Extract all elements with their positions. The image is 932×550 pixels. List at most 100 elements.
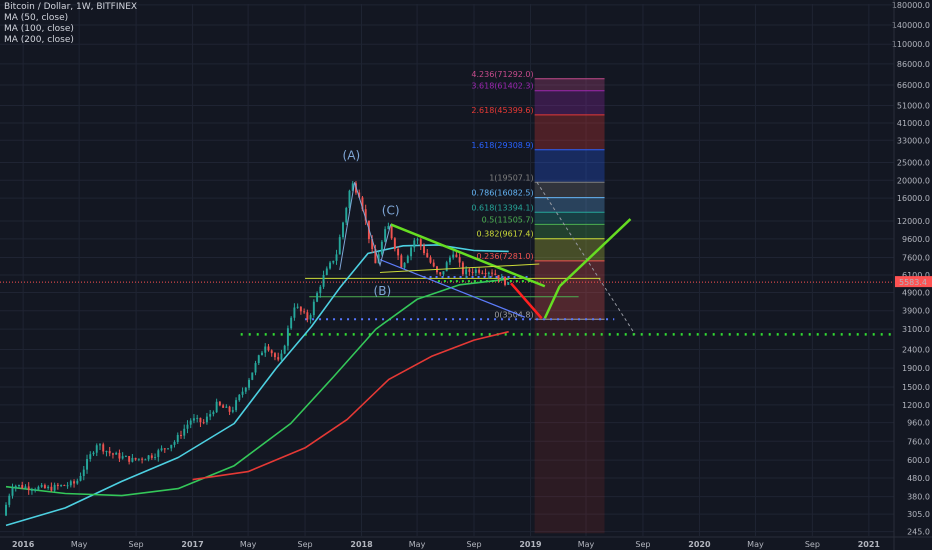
x-tick-label: Sep xyxy=(129,540,144,549)
fib-level-label: 0.618(13394.1) xyxy=(471,203,533,212)
candle-body xyxy=(335,254,338,261)
x-tick-label: May xyxy=(240,540,257,549)
candle-body xyxy=(5,504,7,516)
candle-body xyxy=(387,225,390,230)
candle-body xyxy=(361,197,364,210)
candle-body xyxy=(481,272,484,274)
candle-body xyxy=(47,486,50,489)
candle-body xyxy=(465,269,468,275)
candle-body xyxy=(37,486,40,490)
candle-body xyxy=(286,328,289,346)
candle-body xyxy=(170,444,173,449)
candle-body xyxy=(244,387,247,392)
descending-channel-bottom xyxy=(379,259,526,318)
candle-body xyxy=(228,406,231,412)
candle-body xyxy=(332,260,335,263)
candle-body xyxy=(429,257,432,263)
trend-drawings xyxy=(339,182,632,320)
last-price-label: 5583.4 xyxy=(899,278,927,287)
x-tick-label: 2016 xyxy=(12,540,35,549)
y-tick-label: 380.0 xyxy=(907,493,930,502)
y-tick-label: 51000.0 xyxy=(897,102,930,111)
candle-body xyxy=(222,405,225,408)
ma100-line xyxy=(5,278,509,497)
candle-body xyxy=(338,237,341,255)
projection-down-arrow xyxy=(510,282,543,320)
candle-body xyxy=(105,451,108,453)
candle-body xyxy=(504,276,506,285)
candle-body xyxy=(393,238,396,249)
candle-body xyxy=(374,249,377,264)
candle-body xyxy=(494,273,497,276)
candlesticks xyxy=(5,181,510,517)
candle-body xyxy=(24,486,27,489)
fib-band xyxy=(534,212,605,225)
candle-body xyxy=(86,459,88,470)
candle-body xyxy=(478,269,481,273)
y-tick-label: 25000.0 xyxy=(897,158,930,167)
candle-body xyxy=(397,248,400,256)
candle-body xyxy=(89,454,92,460)
ma50-line xyxy=(5,244,509,527)
y-tick-label: 180000.0 xyxy=(892,1,930,10)
candle-body xyxy=(189,420,192,425)
price-axis[interactable]: 180000.0 140000.0 110000.0 86000.0 66000.0 51… xyxy=(892,0,930,550)
candle-body xyxy=(416,239,419,241)
y-tick-label: 16000.0 xyxy=(897,194,930,203)
indicator-ma50[interactable]: MA (50, close) xyxy=(4,13,69,23)
candle-body xyxy=(147,455,150,460)
candle-body xyxy=(273,353,276,358)
candle-body xyxy=(319,286,322,294)
candle-body xyxy=(270,350,273,354)
x-tick-label: May xyxy=(747,540,764,549)
candle-body xyxy=(118,452,121,459)
candle-body xyxy=(124,456,127,458)
candle-body xyxy=(40,485,43,487)
candle-body xyxy=(235,400,238,411)
candle-body xyxy=(364,209,367,221)
x-tick-label: 2017 xyxy=(181,540,203,549)
fib-band xyxy=(534,260,605,320)
y-tick-label: 66000.0 xyxy=(897,81,930,90)
candle-body xyxy=(507,282,510,285)
candle-body xyxy=(468,269,471,272)
candle-body xyxy=(351,183,354,191)
candle-body xyxy=(176,434,179,442)
y-tick-label: 4900.0 xyxy=(902,289,930,298)
fib-level-label: 3.618(61402.3) xyxy=(471,82,533,91)
candle-body xyxy=(358,192,361,198)
candle-body xyxy=(261,352,263,356)
y-tick-label: 3900.0 xyxy=(902,307,930,316)
symbol-title[interactable]: Bitcoin / Dollar, 1W, BITFINEX xyxy=(4,2,138,12)
y-tick-label: 245.0 xyxy=(907,528,930,537)
candle-body xyxy=(128,456,131,462)
y-tick-label: 960.0 xyxy=(907,419,930,428)
fib-band xyxy=(534,149,605,183)
y-tick-label: 33000.0 xyxy=(897,136,930,145)
candle-body xyxy=(163,448,166,450)
candle-body xyxy=(303,311,306,313)
fib-level-label: 4.236(71292.0) xyxy=(471,70,533,79)
candle-body xyxy=(99,444,101,446)
candle-body xyxy=(14,486,17,488)
candle-body xyxy=(192,418,195,421)
time-axis[interactable]: 2016 May Sep 2017 May Sep 2018 May Sep 2019 May Sep… xyxy=(0,536,932,549)
candle-body xyxy=(325,268,328,275)
y-tick-label: 86000.0 xyxy=(897,60,930,69)
fib-band xyxy=(534,78,605,91)
y-tick-label: 1500.0 xyxy=(902,383,930,392)
x-tick-label: 2021 xyxy=(858,540,881,549)
candle-body xyxy=(251,372,254,380)
candle-body xyxy=(410,247,413,257)
x-tick-label: 2020 xyxy=(688,540,711,549)
candle-body xyxy=(348,190,351,208)
candle-body xyxy=(173,441,176,445)
fib-band xyxy=(534,197,605,213)
candle-body xyxy=(180,434,182,436)
candle-body xyxy=(306,312,309,320)
candle-body xyxy=(11,487,14,496)
indicator-ma100[interactable]: MA (100, close) xyxy=(4,24,74,34)
indicator-ma200[interactable]: MA (200, close) xyxy=(4,35,74,45)
candle-body xyxy=(212,412,215,415)
